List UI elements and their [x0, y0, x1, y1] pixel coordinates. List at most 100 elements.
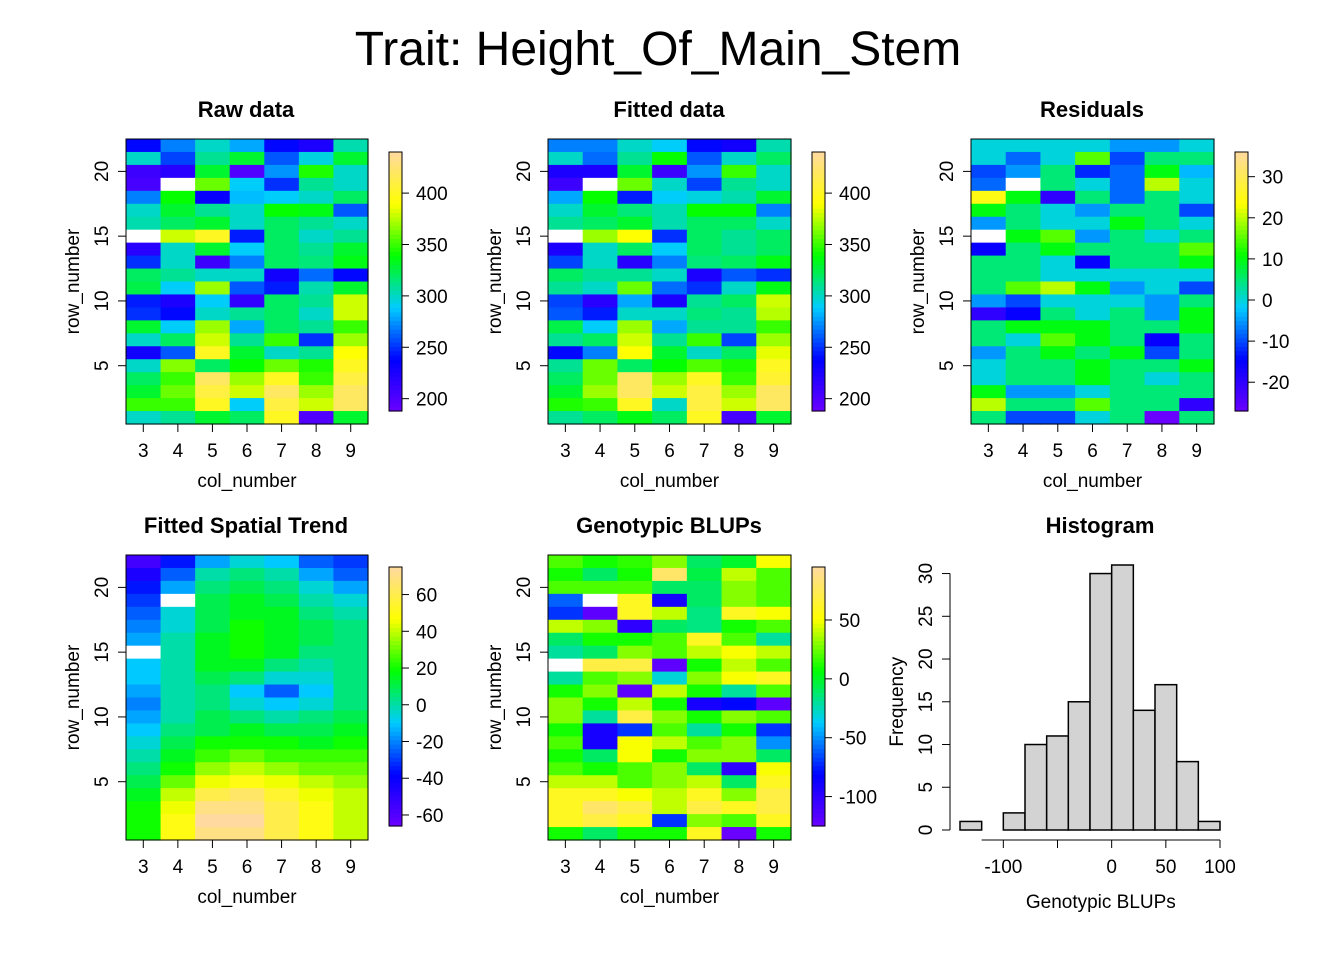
x-tick-label: 3: [138, 441, 149, 462]
heatmap-cell: [686, 216, 723, 231]
heatmap-cell: [756, 307, 792, 321]
panel-title: Genotypic BLUPs: [576, 513, 762, 538]
panel-title: Fitted data: [613, 97, 725, 122]
heatmap-cell: [195, 372, 231, 386]
heatmap-cell: [652, 684, 688, 699]
heatmap-cell: [160, 775, 196, 789]
heatmap-cell: [617, 723, 653, 737]
legend-gradient-step: [812, 692, 825, 698]
heatmap-cell: [652, 788, 688, 802]
heatmap-cell: [333, 555, 369, 569]
heatmap-cell: [126, 294, 162, 308]
heatmap-cell: [1075, 268, 1111, 283]
heatmap-cell: [195, 346, 231, 360]
heatmap-cell: [333, 281, 369, 296]
heatmap-cell: [1109, 255, 1146, 270]
heatmap-cell: [229, 697, 265, 712]
histogram-bar: [1175, 760, 1200, 831]
heatmap-cell: [1075, 294, 1111, 308]
heatmap-cell: [756, 555, 792, 569]
legend-gradient-step: [812, 160, 825, 166]
heatmap-cell: [652, 632, 688, 647]
y-axis-label: row_number: [485, 228, 506, 334]
legend-gradient-step: [812, 791, 825, 797]
heatmap-cell: [264, 139, 300, 153]
legend-gradient-step: [812, 152, 825, 157]
heatmap-cell: [1005, 177, 1042, 192]
heatmap-cell: [1005, 203, 1042, 218]
heatmap-cell: [617, 229, 653, 244]
heatmap-cell: [582, 164, 619, 179]
heatmap-cell: [582, 139, 619, 153]
histogram-bar: [1132, 709, 1156, 831]
legend-gradient-step: [812, 817, 825, 823]
heatmap-cell: [1179, 385, 1215, 399]
heatmap-cell: [548, 593, 584, 608]
heatmap-cell: [195, 139, 231, 153]
legend-gradient-step: [812, 726, 825, 732]
heatmap-cell: [264, 632, 300, 647]
heatmap-cell: [1005, 190, 1042, 205]
heatmap-cell: [229, 710, 265, 724]
legend-gradient-step: [812, 666, 825, 672]
heatmap-cell: [229, 190, 265, 205]
heatmap-cell: [195, 801, 231, 815]
heatmap-cell: [582, 762, 619, 776]
heatmap-cell: [298, 580, 335, 595]
heatmap-cell: [652, 255, 688, 270]
legend-gradient-step: [389, 255, 402, 261]
heatmap-cell: [1179, 411, 1215, 425]
heatmap-cell: [333, 619, 369, 634]
heatmap-cell: [686, 801, 723, 815]
legend-gradient-step: [812, 601, 825, 607]
heatmap-cell: [229, 385, 265, 399]
heatmap-cell: [229, 684, 265, 699]
x-tick-label: 6: [242, 441, 253, 462]
heatmap-cell: [548, 645, 584, 660]
legend-gradient-step: [1235, 367, 1248, 373]
heatmap-cell: [582, 255, 619, 270]
heatmap-cell: [617, 827, 653, 841]
legend-gradient-step: [812, 221, 825, 226]
legend-gradient-step: [1235, 402, 1248, 408]
heatmap-cell: [686, 177, 723, 192]
legend-gradient-step: [812, 700, 825, 706]
legend-gradient-step: [1235, 350, 1248, 356]
heatmap-cell: [617, 333, 653, 347]
heatmap-cell: [548, 788, 584, 802]
legend-gradient-step: [812, 731, 825, 736]
legend-gradient-step: [812, 406, 825, 412]
heatmap-cell: [333, 359, 369, 373]
x-tick-label: 8: [734, 857, 745, 878]
legend-gradient-step: [1235, 281, 1248, 287]
heatmap-cell: [686, 164, 723, 179]
legend-gradient-step: [812, 735, 825, 741]
x-tick-label: 5: [629, 441, 640, 462]
heatmap-cell: [756, 775, 792, 789]
legend-gradient-step: [1235, 221, 1248, 226]
heatmap-cell: [652, 827, 688, 841]
heatmap-cell: [298, 775, 335, 789]
heatmap-cell: [721, 619, 757, 634]
heatmap-cell: [548, 333, 584, 347]
heatmap-cell: [264, 268, 300, 283]
heatmap-cell: [721, 346, 757, 360]
heatmap-cell: [652, 307, 688, 321]
heatmap-cell: [721, 255, 757, 270]
heatmap-cell: [333, 372, 369, 386]
heatmap-cell: [582, 645, 619, 660]
heatmap-cell: [756, 619, 792, 634]
y-axis-label: row_number: [63, 228, 84, 334]
legend-gradient-step: [389, 713, 402, 719]
heatmap-cell: [126, 346, 162, 360]
heatmap-cell: [160, 164, 196, 179]
heatmap-cell: [229, 749, 265, 763]
heatmap-cell: [582, 606, 619, 621]
heatmap-cell: [298, 320, 335, 334]
heatmap-cell: [126, 632, 162, 647]
heatmap-cell: [229, 268, 265, 283]
legend-gradient-step: [389, 333, 402, 339]
legend-gradient-step: [812, 259, 825, 265]
heatmap-cell: [333, 736, 369, 750]
heatmap-cell: [1109, 307, 1146, 321]
